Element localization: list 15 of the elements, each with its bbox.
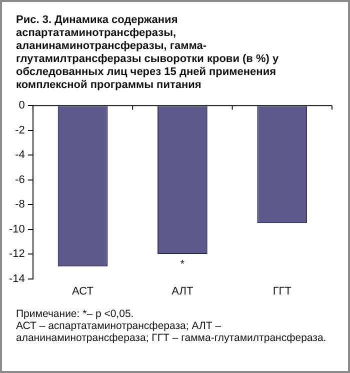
chart-title: Рис. 3. Динамика содержания аспартатаминотрансферазы, аланинаминотрансферазы, гамма-глутамилтрансферазы сыворотки крови (в %) у обследованных лиц через 15 дней применения комплексной программы питания (16, 14, 280, 92)
y-tick-label: -10 (8, 223, 25, 236)
text: Примечание: *– p <0,05. (16, 308, 135, 320)
y-tick-label: 0 (18, 100, 25, 112)
annotation: * (180, 258, 186, 271)
y-tick-label: -6 (15, 174, 25, 186)
x-tick-label: АЛТ (172, 285, 194, 298)
y-tick-label: -12 (8, 248, 25, 260)
text: АСТ – аспартатаминотрансфераза; АЛТ – аланинаминотрансфераза; ГГТ – гамма-глутамилтрансфераза. (16, 320, 328, 344)
y-tick-label: -14 (8, 272, 25, 285)
y-tick-label: -2 (15, 124, 25, 136)
y-tick-label: -8 (15, 198, 25, 211)
x-tick-label: АСТ (72, 285, 94, 298)
x-tick-label: ГГТ (272, 285, 292, 298)
y-tick-label: -4 (15, 149, 25, 162)
